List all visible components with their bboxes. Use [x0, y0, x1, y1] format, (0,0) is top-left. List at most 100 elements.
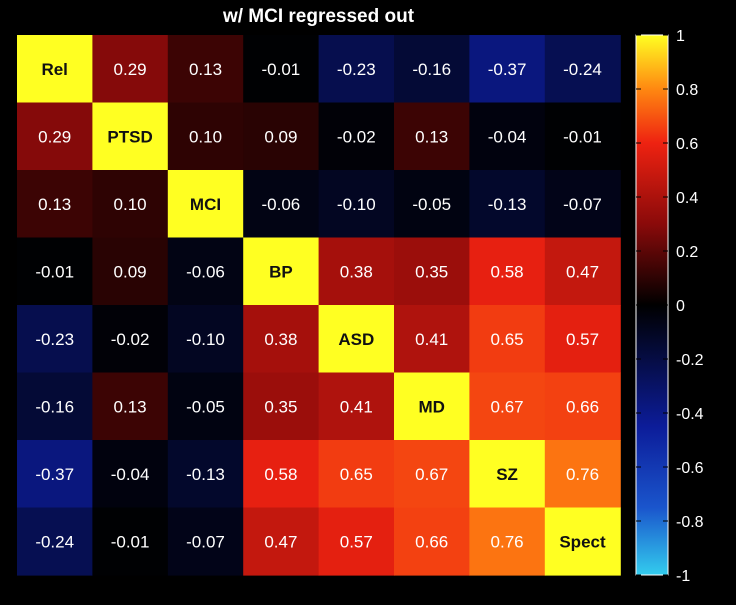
cell-value-label: -0.01	[563, 127, 602, 146]
cell-value-label: -0.37	[488, 60, 527, 79]
diagonal-label: MCI	[190, 195, 221, 214]
heatmap-cell	[318, 372, 395, 441]
heatmap-cell	[167, 440, 244, 509]
cell-value-label: -0.05	[412, 195, 451, 214]
heatmap-cell	[469, 440, 546, 509]
cell-value-label: 0.66	[566, 397, 599, 416]
heatmap-cell	[318, 440, 395, 509]
cell-value-label: 0.35	[415, 262, 448, 281]
cell-value-label: 0.76	[566, 465, 599, 484]
heatmap-cell	[243, 372, 320, 441]
heatmap-cell	[394, 372, 470, 441]
cell-value-label: 0.41	[340, 397, 373, 416]
diagonal-label: PTSD	[107, 127, 152, 146]
cell-value-label: -0.16	[412, 60, 451, 79]
heatmap-cell	[243, 35, 320, 104]
cell-value-label: -0.02	[337, 127, 376, 146]
heatmap-cell	[17, 507, 93, 576]
cell-value-label: 0.47	[566, 262, 599, 281]
diagonal-label: Spect	[559, 532, 606, 551]
heatmap-cell	[394, 102, 470, 171]
cell-value-label: 0.13	[114, 397, 147, 416]
diagonal-label: BP	[269, 262, 293, 281]
colorbar-tick-label: -1	[676, 568, 690, 585]
colorbar-tick-label: -0.8	[676, 514, 704, 531]
cell-value-label: -0.13	[488, 195, 527, 214]
cell-value-label: -0.04	[488, 127, 527, 146]
cell-value-label: -0.10	[186, 330, 225, 349]
cell-value-label: 0.47	[264, 532, 297, 551]
heatmap-cell	[318, 170, 395, 239]
diagonal-label: SZ	[496, 465, 518, 484]
heatmap-cell	[17, 102, 93, 171]
heatmap-cell	[243, 507, 320, 576]
chart-title: w/ MCI regressed out	[222, 6, 415, 27]
cell-value-label: -0.07	[186, 532, 225, 551]
cell-value-label: 0.41	[415, 330, 448, 349]
heatmap-cell	[318, 237, 395, 306]
colorbar-tick-label: 0	[676, 298, 685, 315]
cell-value-label: 0.58	[491, 262, 524, 281]
cell-value-label: 0.29	[38, 127, 71, 146]
heatmap-cell	[92, 440, 169, 509]
cell-value-label: 0.13	[189, 60, 222, 79]
heatmap-cell	[243, 102, 320, 171]
heatmap-cell	[544, 305, 621, 374]
cell-value-label: -0.05	[186, 397, 225, 416]
heatmap-cell	[167, 237, 244, 306]
heatmap-cell	[318, 102, 395, 171]
heatmap-cell	[92, 102, 169, 171]
cell-value-label: -0.02	[111, 330, 150, 349]
cell-value-label: -0.24	[35, 532, 74, 551]
cell-value-label: -0.37	[35, 465, 74, 484]
heatmap-cell	[469, 237, 546, 306]
heatmap-cell	[394, 35, 470, 104]
heatmap-cell	[17, 440, 93, 509]
heatmap-cell	[394, 170, 470, 239]
colorbar-tick-label: -0.2	[676, 352, 704, 369]
cell-value-label: -0.07	[563, 195, 602, 214]
heatmap-cell	[318, 507, 395, 576]
heatmap-cell	[544, 237, 621, 306]
cell-value-label: 0.67	[415, 465, 448, 484]
heatmap-cell	[394, 507, 470, 576]
heatmap-cell	[544, 372, 621, 441]
cell-value-label: -0.13	[186, 465, 225, 484]
cell-value-label: -0.23	[337, 60, 376, 79]
cell-value-label: 0.38	[340, 262, 373, 281]
heatmap-cell	[92, 237, 169, 306]
heatmap-cell	[92, 305, 169, 374]
diagonal-label: MD	[418, 397, 444, 416]
cell-value-label: 0.10	[189, 127, 222, 146]
cell-value-label: 0.09	[264, 127, 297, 146]
heatmap-cell	[469, 372, 546, 441]
heatmap-cell	[318, 35, 395, 104]
cell-value-label: 0.38	[264, 330, 297, 349]
heatmap-cell	[318, 305, 395, 374]
cell-value-label: 0.76	[491, 532, 524, 551]
heatmap-cell	[92, 35, 169, 104]
heatmap-cell	[17, 170, 93, 239]
colorbar-tick-label: 1	[676, 28, 685, 45]
heatmap-cell	[243, 237, 320, 306]
heatmap-cell	[243, 170, 320, 239]
heatmap-cell	[243, 305, 320, 374]
cell-value-label: 0.13	[415, 127, 448, 146]
cell-value-label: -0.01	[262, 60, 301, 79]
heatmap-cell	[544, 440, 621, 509]
heatmap-cell	[167, 372, 244, 441]
cell-value-label: -0.04	[111, 465, 150, 484]
colorbar-tick-label: -0.4	[676, 406, 704, 423]
cell-value-label: -0.10	[337, 195, 376, 214]
cell-value-label: 0.35	[264, 397, 297, 416]
heatmap-cell	[544, 170, 621, 239]
heatmap-cell	[394, 237, 470, 306]
colorbar-tick-label: 0.6	[676, 136, 698, 153]
cell-value-label: 0.29	[114, 60, 147, 79]
cell-value-label: 0.09	[114, 262, 147, 281]
heatmap-cell	[394, 305, 470, 374]
heatmap-cell	[167, 170, 244, 239]
heatmap-cell	[92, 372, 169, 441]
heatmap-cell	[167, 507, 244, 576]
cell-value-label: 0.65	[340, 465, 373, 484]
